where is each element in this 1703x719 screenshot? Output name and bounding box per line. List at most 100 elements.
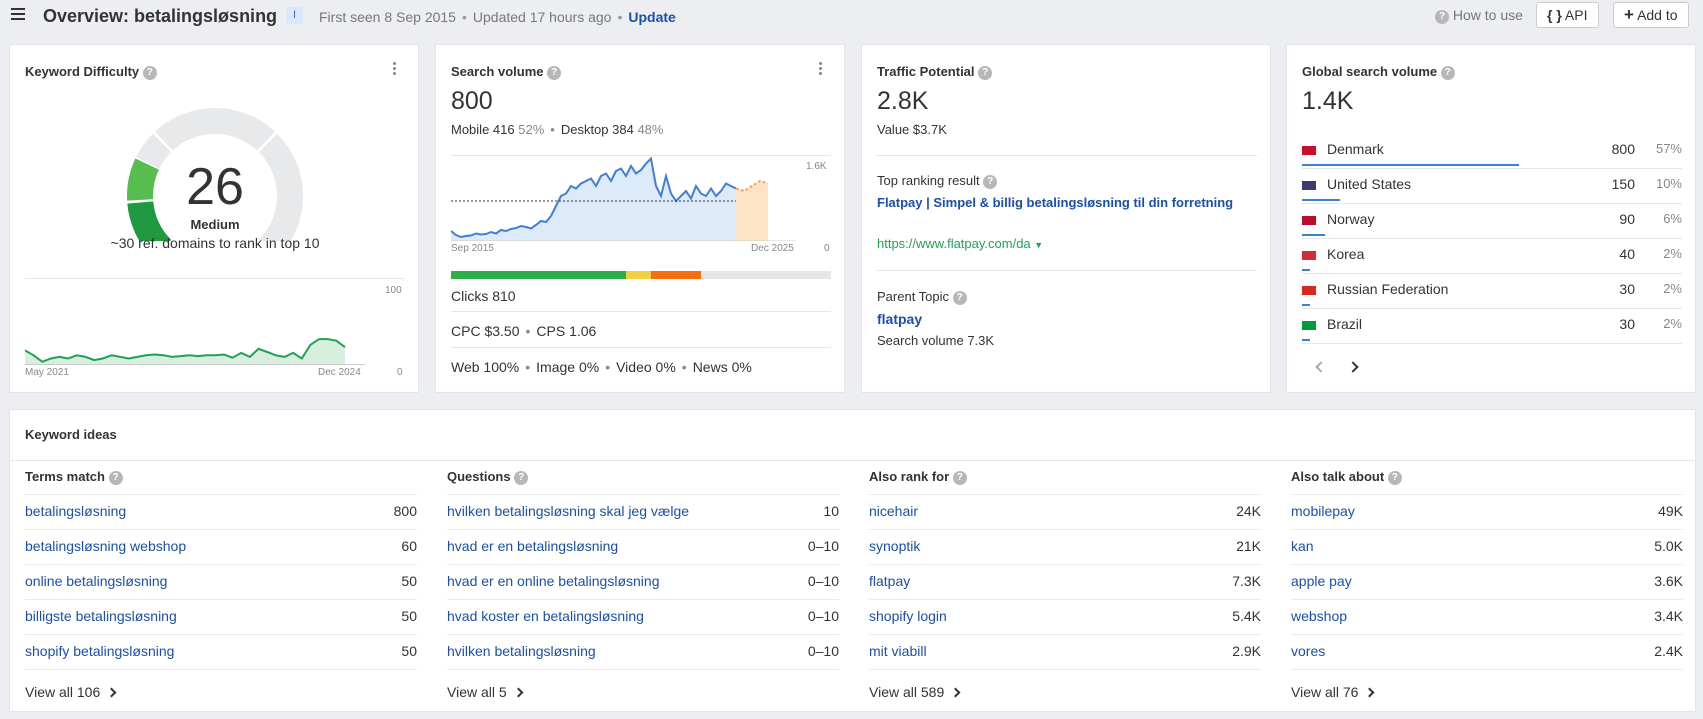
keyword-row[interactable]: betalingsløsning webshop 60: [25, 529, 417, 564]
api-label: API: [1564, 7, 1588, 23]
top-ranking-url[interactable]: https://www.flatpay.com/da ▼: [877, 236, 1044, 251]
keyword-link[interactable]: billigste betalingsløsning: [25, 608, 177, 624]
kd-value: 26: [186, 158, 244, 216]
help-icon[interactable]: ?: [952, 471, 967, 485]
keyword-link[interactable]: webshop: [1291, 608, 1348, 624]
kd-gauge-track: [136, 133, 172, 169]
keyword-link[interactable]: shopify login: [869, 608, 947, 624]
keyword-row[interactable]: mit viabill 2.9K: [869, 634, 1261, 669]
keyword-row[interactable]: hvad er en betalingsløsning 0–10: [447, 529, 839, 564]
keyword-link[interactable]: vores: [1291, 643, 1326, 659]
keyword-volume: 0–10: [807, 538, 839, 554]
keyword-row[interactable]: flatpay 7.3K: [869, 564, 1261, 599]
keyword-row[interactable]: shopify betalingsløsning 50: [25, 634, 417, 669]
mobile-pct: 52%: [518, 122, 545, 137]
keyword-row[interactable]: nicehair 24K: [869, 494, 1261, 529]
top-ranking-title-link[interactable]: Flatpay | Simpel & billig betalingsløsni…: [877, 195, 1234, 210]
keyword-link[interactable]: hvad koster en betalingsløsning: [447, 608, 644, 624]
help-icon[interactable]: ?: [514, 471, 529, 485]
country-row[interactable]: Korea 40 2%: [1287, 239, 1697, 274]
sv-forecast-line: [735, 179, 769, 193]
sv-line: [451, 157, 737, 239]
help-icon[interactable]: ?: [1440, 66, 1455, 80]
help-icon[interactable]: ?: [952, 291, 967, 305]
keyword-link[interactable]: online betalingsløsning: [25, 573, 168, 589]
keyword-link[interactable]: synoptik: [869, 538, 921, 554]
help-icon[interactable]: ?: [1387, 471, 1402, 485]
sv-y-min: 0: [824, 243, 830, 254]
country-row[interactable]: Denmark 800 57%: [1287, 134, 1697, 169]
sv-history-chart: [451, 157, 796, 241]
next-page-icon[interactable]: [1347, 361, 1359, 373]
news-share: News 0%: [692, 359, 752, 375]
help-icon[interactable]: ?: [142, 66, 157, 80]
keyword-link[interactable]: mobilepay: [1291, 503, 1355, 519]
kd-gauge-fill: [127, 200, 172, 241]
country-pct: 57%: [1655, 141, 1682, 156]
help-icon[interactable]: ?: [108, 471, 123, 485]
keyword-link[interactable]: flatpay: [869, 573, 911, 589]
keyword-link[interactable]: kan: [1291, 538, 1314, 554]
api-button[interactable]: { } API: [1536, 2, 1599, 28]
more-options-icon[interactable]: [393, 62, 397, 76]
prev-page-icon[interactable]: [1315, 361, 1327, 373]
keyword-row[interactable]: synoptik 21K: [869, 529, 1261, 564]
keyword-link[interactable]: mit viabill: [869, 643, 927, 659]
keyword-row[interactable]: hvilken betalingsløsning 0–10: [447, 634, 839, 669]
keyword-volume: 21K: [1236, 538, 1261, 554]
keyword-link[interactable]: nicehair: [869, 503, 919, 519]
keyword-row[interactable]: apple pay 3.6K: [1291, 564, 1683, 599]
country-row[interactable]: Russian Federation 30 2%: [1287, 274, 1697, 309]
country-row[interactable]: Brazil 30 2%: [1287, 309, 1697, 344]
keyword-row[interactable]: hvilken betalingsløsning skal jeg vælge …: [447, 494, 839, 529]
country-share-bar: [1302, 164, 1519, 166]
update-link[interactable]: Update: [628, 9, 676, 25]
keyword-row[interactable]: online betalingsløsning 50: [25, 564, 417, 599]
view-all-link[interactable]: View all 589: [869, 684, 961, 700]
add-to-button[interactable]: + Add to: [1613, 2, 1689, 28]
view-all-link[interactable]: View all 76: [1291, 684, 1375, 700]
view-all-link[interactable]: View all 5: [447, 684, 524, 700]
country-row[interactable]: United States 150 10%: [1287, 169, 1697, 204]
keyword-link[interactable]: hvad er en betalingsløsning: [447, 538, 619, 554]
keyword-row[interactable]: kan 5.0K: [1291, 529, 1683, 564]
keyword-link[interactable]: apple pay: [1291, 573, 1352, 589]
keyword-row[interactable]: billigste betalingsløsning 50: [25, 599, 417, 634]
keyword-row[interactable]: mobilepay 49K: [1291, 494, 1683, 529]
traffic-potential-card: Traffic Potential ? 2.8K Value $3.7K Top…: [861, 44, 1271, 393]
keyword-link[interactable]: shopify betalingsløsning: [25, 643, 175, 659]
keyword-volume: 5.4K: [1232, 608, 1261, 624]
braces-icon: { }: [1547, 7, 1562, 23]
parent-topic-link[interactable]: flatpay: [877, 311, 923, 327]
country-share-bar: [1302, 199, 1340, 201]
keyword-row[interactable]: vores 2.4K: [1291, 634, 1683, 669]
keyword-row[interactable]: betalingsløsning 800: [25, 494, 417, 529]
keyword-link[interactable]: betalingsløsning webshop: [25, 538, 187, 554]
sv-y-max: 1.6K: [806, 161, 827, 172]
keyword-row[interactable]: shopify login 5.4K: [869, 599, 1261, 634]
keyword-ideas-column: Also rank for ? nicehair 24K synoptik 21…: [869, 410, 1261, 713]
keyword-row[interactable]: hvad koster en betalingsløsning 0–10: [447, 599, 839, 634]
keyword-link[interactable]: hvad er en online betalingsløsning: [447, 573, 660, 589]
divider: [25, 278, 405, 279]
how-to-use-link[interactable]: ? How to use: [1435, 7, 1523, 24]
keyword-link[interactable]: hvilken betalingsløsning: [447, 643, 596, 659]
cpc: CPC $3.50: [451, 323, 520, 339]
country-volume: 30: [1619, 281, 1635, 297]
keyword-row[interactable]: webshop 3.4K: [1291, 599, 1683, 634]
menu-icon[interactable]: [11, 8, 25, 20]
more-options-icon[interactable]: [819, 62, 823, 76]
intent-distribution-bar: [451, 271, 831, 279]
keyword-row[interactable]: hvad er en online betalingsløsning 0–10: [447, 564, 839, 599]
help-icon[interactable]: ?: [547, 66, 562, 80]
country-name: Norway: [1327, 211, 1375, 227]
keyword-link[interactable]: betalingsløsning: [25, 503, 127, 519]
help-icon[interactable]: ?: [978, 66, 993, 80]
help-icon[interactable]: ?: [983, 175, 998, 189]
country-row[interactable]: Norway 90 6%: [1287, 204, 1697, 239]
keyword-link[interactable]: hvilken betalingsløsning skal jeg vælge: [447, 503, 690, 519]
country-pct: 2%: [1663, 246, 1682, 261]
intent-badge[interactable]: I: [286, 7, 303, 24]
kd-x-start: May 2021: [25, 367, 69, 378]
view-all-link[interactable]: View all 106: [25, 684, 117, 700]
